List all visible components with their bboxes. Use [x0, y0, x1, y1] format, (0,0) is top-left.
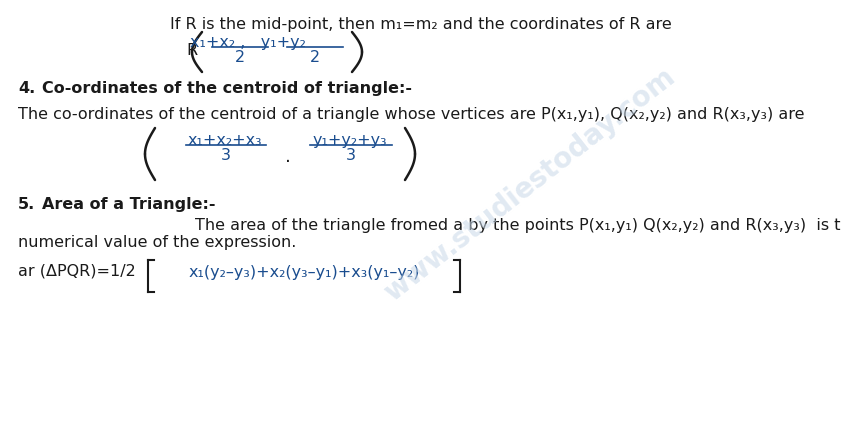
Text: R: R — [187, 42, 198, 57]
Text: Co-ordinates of the centroid of triangle:-: Co-ordinates of the centroid of triangle… — [42, 81, 412, 96]
Text: Area of a Triangle:-: Area of a Triangle:- — [42, 197, 215, 212]
Text: x₁(y₂–y₃)+x₂(y₃–y₁)+x₃(y₁–y₂): x₁(y₂–y₃)+x₂(y₃–y₁)+x₃(y₁–y₂) — [188, 265, 420, 280]
Text: ar (ΔPQR)=1/2: ar (ΔPQR)=1/2 — [18, 263, 135, 278]
Text: x₁+x₂ ,   y₁+y₂: x₁+x₂ , y₁+y₂ — [190, 35, 306, 50]
Text: .: . — [285, 147, 291, 166]
Text: The area of the triangle fromed a by the points P(x₁,y₁) Q(x₂,y₂) and R(x₃,y₃)  : The area of the triangle fromed a by the… — [195, 218, 841, 233]
Text: 3: 3 — [221, 148, 231, 163]
Text: If R is the mid-point, then m₁=m₂ and the coordinates of R are: If R is the mid-point, then m₁=m₂ and th… — [170, 17, 672, 32]
Text: 2: 2 — [235, 50, 245, 65]
Text: 4.: 4. — [18, 81, 35, 96]
Text: 5.: 5. — [18, 197, 35, 212]
Text: numerical value of the expression.: numerical value of the expression. — [18, 235, 296, 250]
Text: The co-ordinates of the centroid of a triangle whose vertices are P(x₁,y₁), Q(x₂: The co-ordinates of the centroid of a tr… — [18, 107, 805, 122]
Text: x₁+x₂+x₃: x₁+x₂+x₃ — [188, 133, 262, 148]
Text: 2: 2 — [310, 50, 320, 65]
Text: www.studiestoday.com: www.studiestoday.com — [379, 63, 681, 307]
Text: y₁+y₂+y₃: y₁+y₂+y₃ — [313, 133, 388, 148]
Text: 3: 3 — [346, 148, 356, 163]
